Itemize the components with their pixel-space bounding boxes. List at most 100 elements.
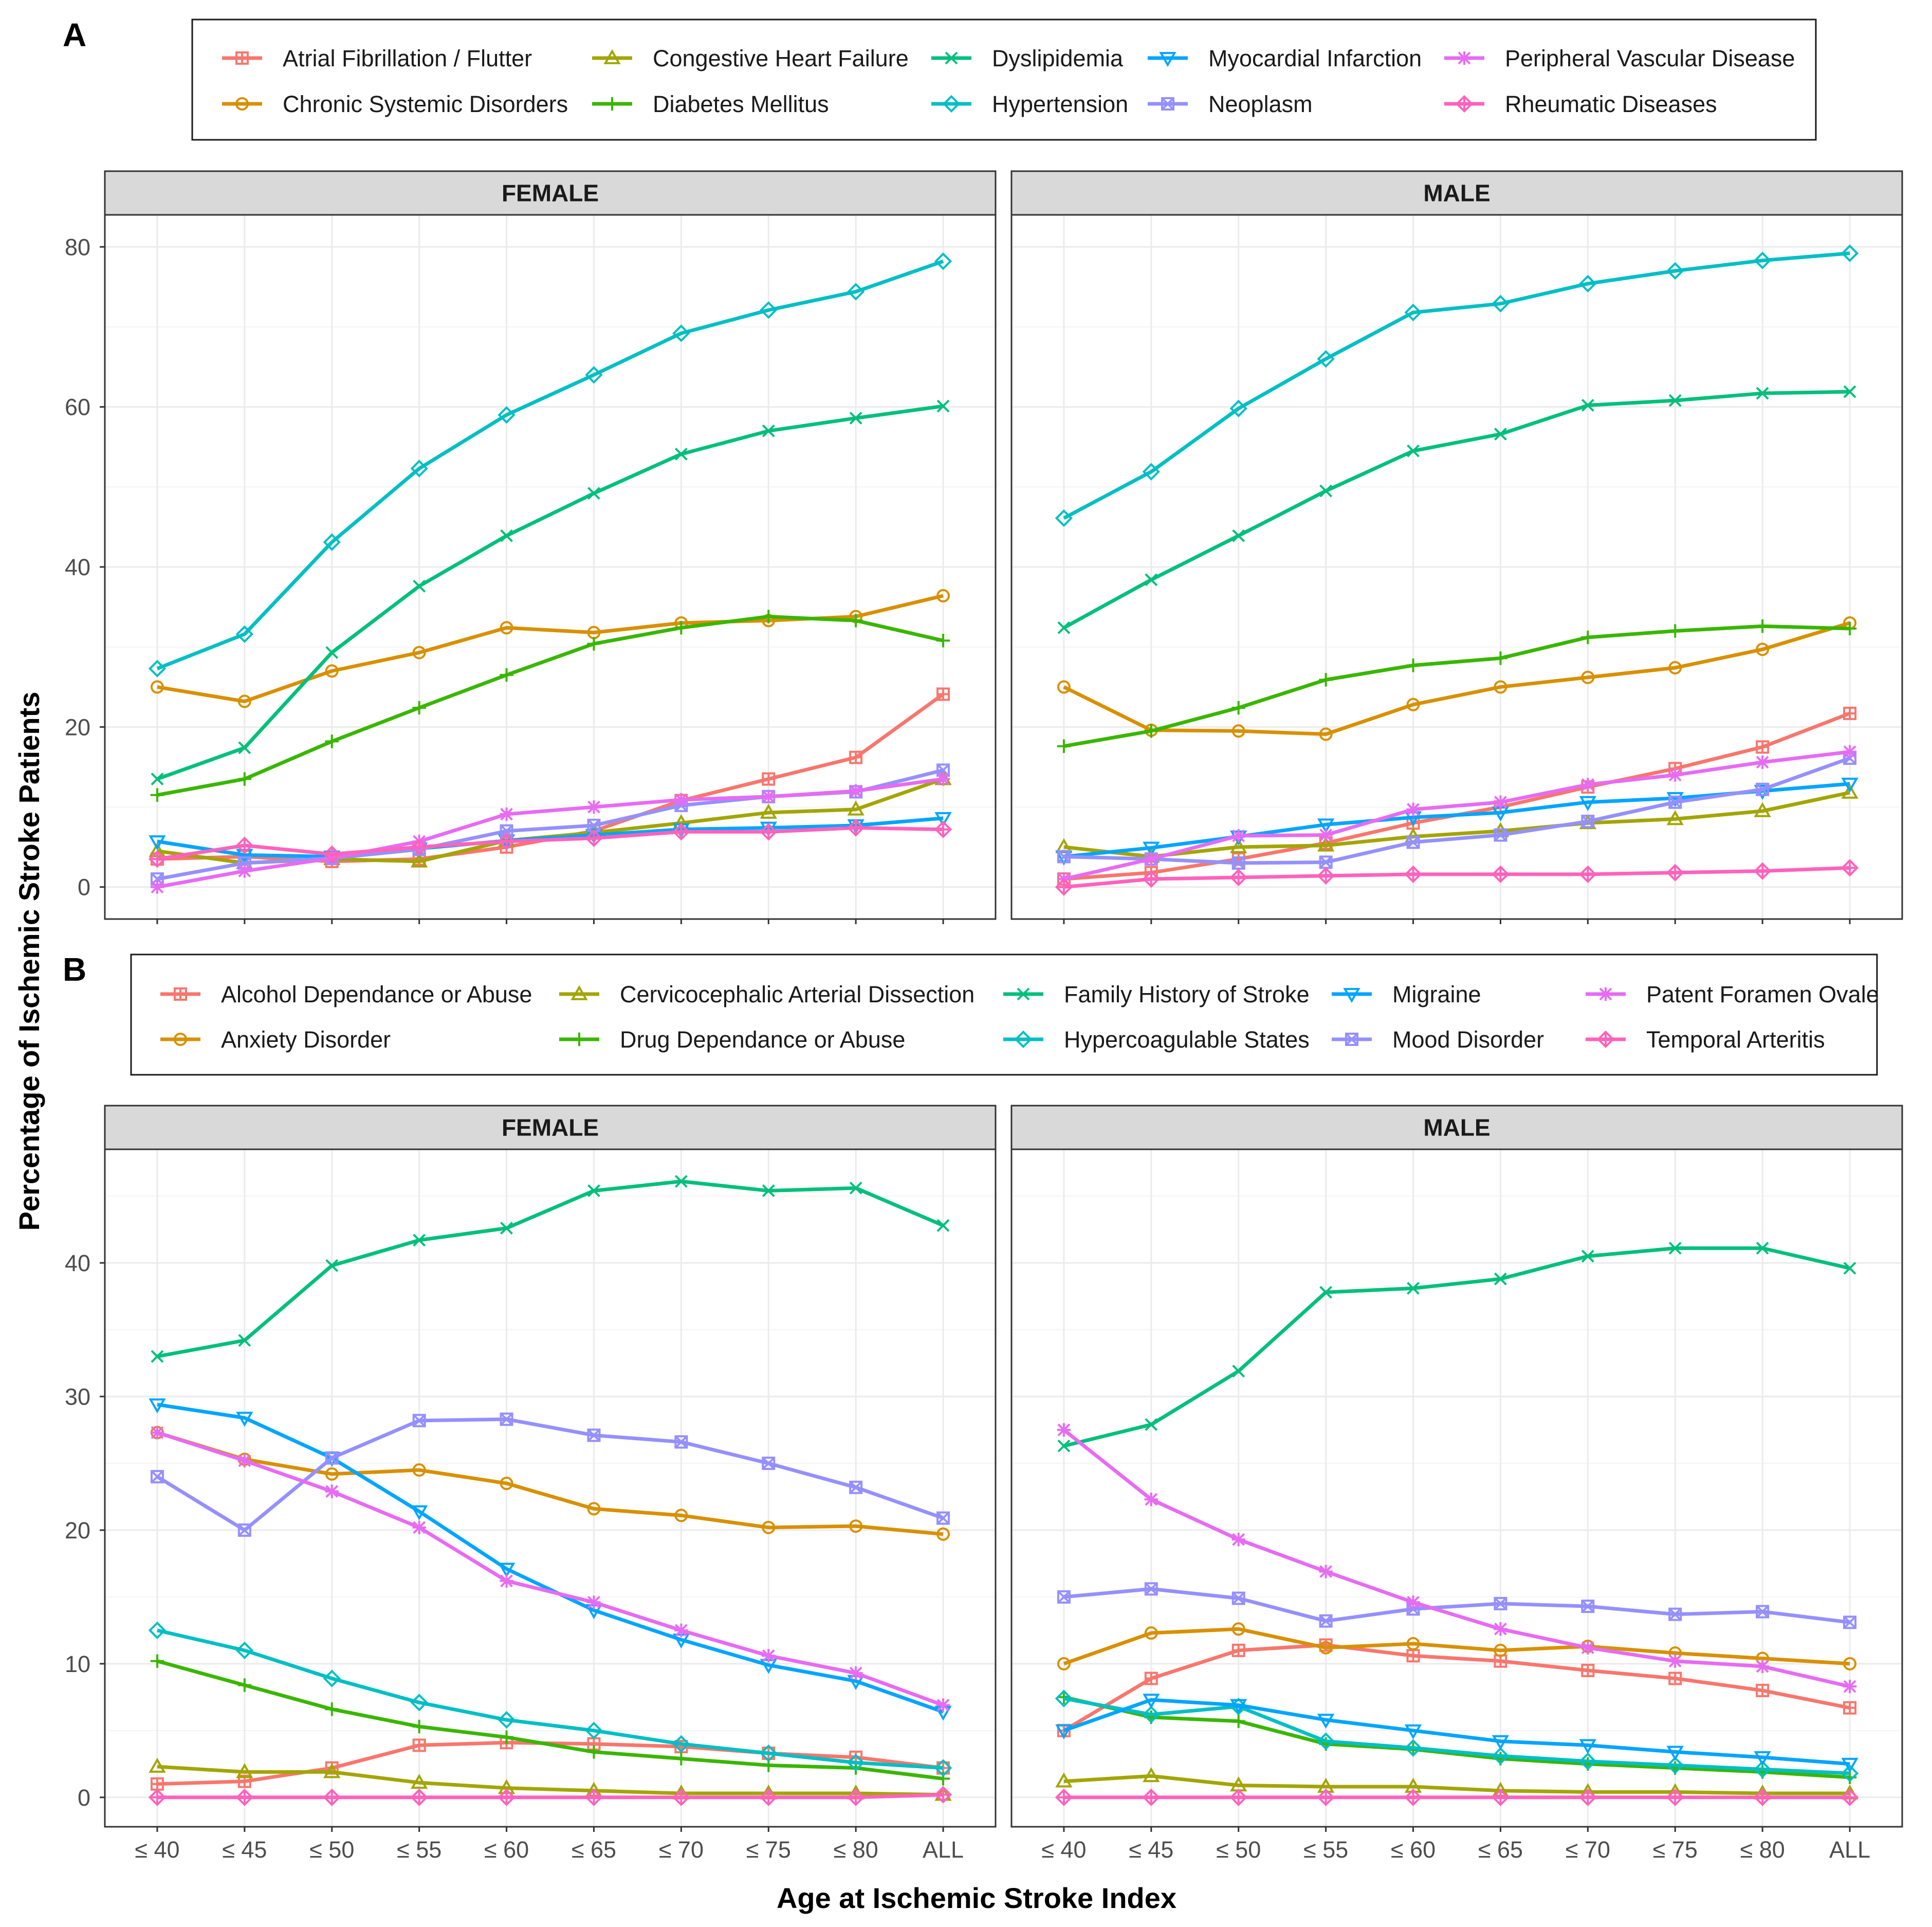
data-point xyxy=(1319,1565,1333,1579)
data-point xyxy=(235,1788,253,1806)
data-point xyxy=(674,621,688,635)
data-point xyxy=(1232,1365,1245,1378)
series-line xyxy=(156,1430,944,1536)
legend-marker xyxy=(1161,97,1174,111)
data-point xyxy=(412,701,426,715)
data-point xyxy=(238,1334,251,1347)
legend-item: Hypercoagulable States xyxy=(1003,1026,1310,1053)
data-point xyxy=(1317,350,1335,368)
data-point xyxy=(500,1476,513,1490)
x-tick-label: ≤ 55 xyxy=(1303,1837,1348,1863)
data-point xyxy=(1406,1637,1420,1650)
series-line xyxy=(157,1765,944,1797)
data-point xyxy=(325,735,339,748)
legend-marker xyxy=(1455,95,1474,113)
data-point xyxy=(148,659,167,677)
x-tick-label: ≤ 45 xyxy=(222,1837,267,1863)
data-point xyxy=(936,1511,950,1525)
facet-strip-label: MALE xyxy=(1423,180,1490,207)
data-point xyxy=(1492,295,1510,313)
data-point xyxy=(500,668,513,682)
series-line xyxy=(157,615,944,797)
data-point xyxy=(1145,1418,1158,1431)
series-line xyxy=(156,1430,944,1707)
data-point xyxy=(1057,1423,1071,1437)
data-point xyxy=(934,1786,952,1804)
data-point xyxy=(847,1754,865,1772)
legend-item: Patent Foramen Ovale xyxy=(1586,981,1879,1007)
data-point xyxy=(237,864,252,878)
data-point xyxy=(1581,630,1595,645)
legend-item: Neoplasm xyxy=(1148,91,1313,117)
data-point xyxy=(1494,651,1507,665)
legend-label: Chronic Systemic Disorders xyxy=(283,91,568,117)
data-point xyxy=(498,1711,516,1729)
data-point xyxy=(1843,385,1856,398)
series-line xyxy=(1063,624,1850,748)
legend-panel-a: Atrial Fibrillation / Flutter Chronic Sys… xyxy=(191,19,1817,141)
data-point xyxy=(1668,394,1682,407)
data-point xyxy=(1142,1705,1160,1723)
data-point xyxy=(587,1428,601,1442)
data-point xyxy=(936,1698,950,1712)
series-line xyxy=(157,816,944,859)
data-point xyxy=(150,1470,164,1483)
data-point xyxy=(1756,1241,1769,1255)
data-point xyxy=(849,1181,862,1195)
data-point xyxy=(500,529,513,542)
data-point xyxy=(760,1744,778,1763)
legend-panel-b: Alcohol Dependance or Abuse Anxiety Disor… xyxy=(130,953,1879,1076)
data-point xyxy=(585,366,603,384)
y-tick-label: 20 xyxy=(65,714,90,740)
data-point xyxy=(1404,1788,1422,1806)
data-point xyxy=(1668,795,1682,809)
series-line xyxy=(1063,1774,1850,1795)
data-point xyxy=(587,1745,601,1759)
legend-item: Congestive Heart Failure xyxy=(592,45,909,71)
data-point xyxy=(1232,529,1245,542)
data-point xyxy=(587,818,601,832)
data-point xyxy=(1581,1663,1595,1677)
data-point xyxy=(1057,1590,1071,1604)
facet-strip xyxy=(104,1105,997,1150)
data-point xyxy=(1145,573,1158,586)
y-tick-label: 10 xyxy=(65,1651,90,1677)
legend-label: Rheumatic Diseases xyxy=(1505,91,1717,117)
data-point xyxy=(760,823,778,841)
data-point xyxy=(587,800,601,814)
data-point xyxy=(325,1484,339,1498)
data-point xyxy=(762,424,775,437)
data-point xyxy=(936,772,950,786)
data-point xyxy=(1581,1250,1594,1263)
facet-strip-label: FEMALE xyxy=(502,1114,599,1141)
x-tick-label: ≤ 70 xyxy=(659,1837,704,1863)
data-point xyxy=(1841,783,1859,799)
data-point xyxy=(1755,755,1770,769)
y-tick-label: 60 xyxy=(65,394,90,420)
data-point xyxy=(762,1649,776,1663)
data-point xyxy=(1231,1622,1245,1636)
data-point xyxy=(149,1757,166,1773)
data-point xyxy=(672,324,690,342)
legend-label: Myocardial Infarction xyxy=(1208,45,1422,71)
legend-item: Cervicocephalic Arterial Dissection xyxy=(559,981,974,1007)
series-line xyxy=(1062,1428,1850,1689)
data-point xyxy=(936,1527,950,1541)
data-point xyxy=(1229,868,1247,887)
data-point xyxy=(1843,621,1857,636)
series-line xyxy=(1063,756,1851,865)
data-point xyxy=(1754,1788,1772,1806)
data-point xyxy=(1666,864,1684,882)
legend-label: Diabetes Mellitus xyxy=(653,91,829,117)
x-tick-label: ≤ 70 xyxy=(1566,1837,1610,1863)
data-point xyxy=(1404,1724,1422,1740)
data-point xyxy=(413,579,426,593)
data-point xyxy=(587,637,601,651)
data-point xyxy=(1057,1690,1071,1704)
data-point xyxy=(760,301,778,319)
data-point xyxy=(1668,768,1682,782)
data-point xyxy=(323,533,341,551)
data-point xyxy=(410,460,428,478)
data-point xyxy=(1319,484,1333,498)
x-tick-label: ≤ 60 xyxy=(484,1837,529,1863)
